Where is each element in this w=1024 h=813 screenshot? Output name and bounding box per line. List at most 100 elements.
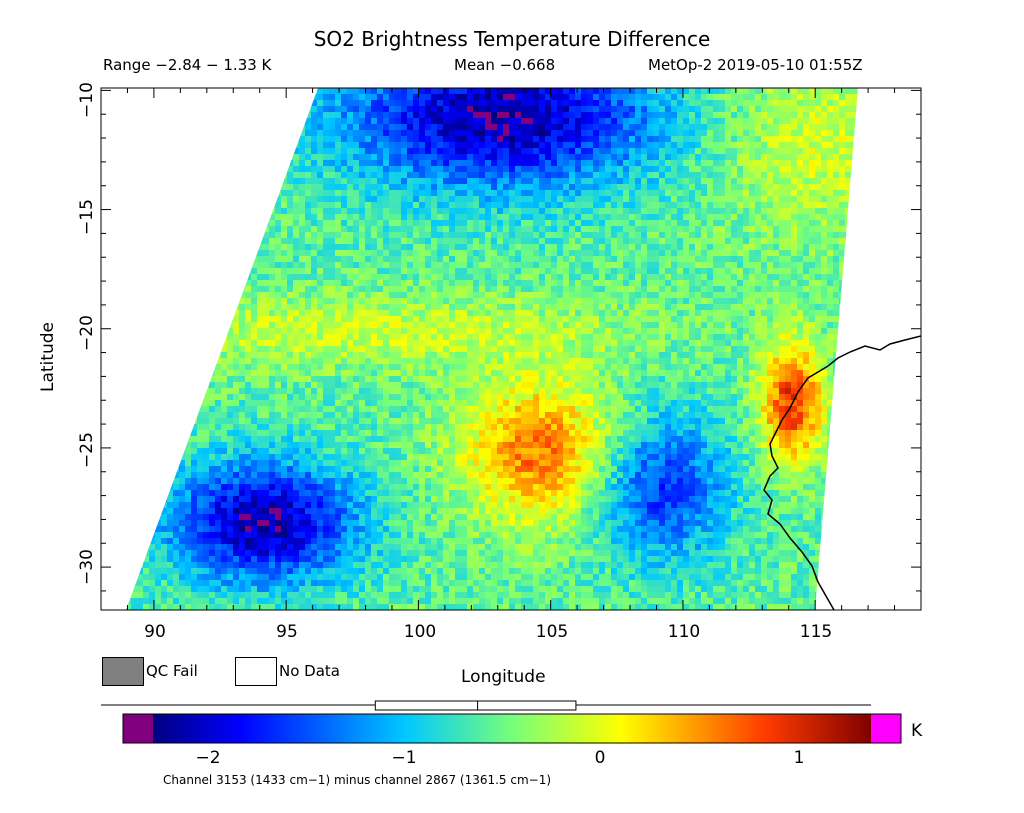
swath-pixel	[587, 184, 594, 191]
swath-pixel	[677, 196, 684, 203]
swath-pixel	[113, 256, 120, 263]
swath-pixel	[707, 118, 714, 125]
swath-pixel	[497, 154, 504, 161]
swath-pixel	[443, 292, 450, 299]
swath-pixel	[905, 226, 912, 233]
swath-pixel	[126, 262, 132, 269]
swath-pixel	[305, 220, 312, 227]
swath-pixel	[323, 184, 330, 191]
swath-pixel	[665, 274, 672, 281]
swath-pixel	[845, 166, 852, 173]
swath-pixel	[617, 88, 624, 95]
swath-pixel	[779, 172, 786, 179]
swath-pixel	[263, 232, 270, 239]
swath-pixel	[317, 262, 324, 269]
swath-pixel	[539, 256, 546, 263]
swath-pixel	[317, 172, 324, 179]
swath-pixel	[203, 280, 210, 287]
swath-pixel	[665, 256, 672, 263]
swath-pixel	[563, 172, 570, 179]
swath-pixel	[371, 130, 378, 137]
swath-pixel	[557, 250, 564, 257]
swath-pixel	[911, 220, 918, 227]
swath-pixel	[371, 124, 378, 131]
swath-pixel	[173, 292, 180, 299]
swath-pixel	[323, 118, 330, 125]
swath-pixel	[161, 166, 168, 173]
swath-pixel	[479, 202, 486, 209]
swath-pixel	[773, 280, 780, 287]
swath-pixel	[575, 118, 582, 125]
swath-pixel	[491, 172, 498, 179]
swath-pixel	[653, 124, 660, 131]
swath-pixel	[623, 154, 630, 161]
swath-pixel	[173, 268, 180, 275]
swath-pixel	[647, 190, 654, 197]
swath-pixel	[797, 172, 804, 179]
swath-pixel	[179, 196, 186, 203]
swath-pixel	[311, 106, 318, 113]
swath-pixel	[815, 226, 822, 233]
swath-pixel	[389, 178, 396, 185]
swath-pixel	[737, 130, 744, 137]
swath-pixel	[857, 286, 858, 293]
swath-pixel	[389, 220, 396, 227]
swath-pixel	[497, 196, 504, 203]
swath-pixel	[113, 268, 120, 275]
swath-pixel	[677, 148, 684, 155]
swath-pixel	[815, 172, 822, 179]
swath-pixel	[395, 274, 402, 281]
swath-pixel	[677, 184, 684, 191]
swath-pixel	[833, 136, 840, 143]
swath-pixel	[311, 280, 318, 287]
swath-pixel	[557, 208, 564, 215]
swath-pixel	[263, 304, 270, 311]
swath-pixel	[383, 244, 390, 251]
swath-pixel	[791, 112, 798, 119]
swath-pixel	[695, 178, 702, 185]
swath-pixel	[821, 274, 828, 281]
swath-pixel	[215, 106, 222, 113]
swath-pixel	[377, 124, 384, 131]
swath-pixel	[311, 172, 318, 179]
swath-pixel	[341, 226, 348, 233]
swath-pixel	[665, 100, 672, 107]
swath-pixel	[119, 238, 126, 245]
swath-pixel	[809, 220, 816, 227]
swath-pixel	[101, 160, 108, 167]
swath-pixel	[269, 172, 276, 179]
swath-pixel	[605, 166, 612, 173]
swath-pixel	[845, 268, 852, 275]
swath-pixel	[899, 88, 906, 95]
swath-pixel	[395, 100, 402, 107]
swath-pixel	[881, 190, 888, 197]
swath-pixel	[347, 136, 354, 143]
swath-pixel	[725, 136, 732, 143]
swath-pixel	[803, 100, 810, 107]
swath-pixel	[587, 88, 594, 95]
swath-pixel	[641, 172, 648, 179]
swath-pixel	[407, 280, 414, 287]
swath-pixel	[869, 220, 876, 227]
swath-pixel	[893, 250, 900, 257]
swath-pixel	[191, 100, 198, 107]
swath-pixel	[875, 112, 882, 119]
swath-pixel	[203, 202, 210, 209]
swath-pixel	[875, 148, 882, 155]
swath-pixel	[377, 274, 384, 281]
swath-pixel	[737, 166, 744, 173]
swath-pixel	[431, 262, 438, 269]
swath-pixel	[683, 118, 690, 125]
swath-pixel	[419, 208, 426, 215]
swath-pixel	[905, 172, 912, 179]
swath-pixel	[665, 232, 672, 239]
swath-pixel	[761, 88, 768, 95]
swath-pixel	[833, 238, 840, 245]
swath-pixel	[677, 100, 684, 107]
swath-pixel	[497, 148, 504, 155]
swath-pixel	[593, 166, 600, 173]
swath-pixel	[899, 130, 906, 137]
swath-pixel	[293, 106, 300, 113]
swath-pixel	[617, 106, 624, 113]
swath-pixel	[533, 112, 540, 119]
